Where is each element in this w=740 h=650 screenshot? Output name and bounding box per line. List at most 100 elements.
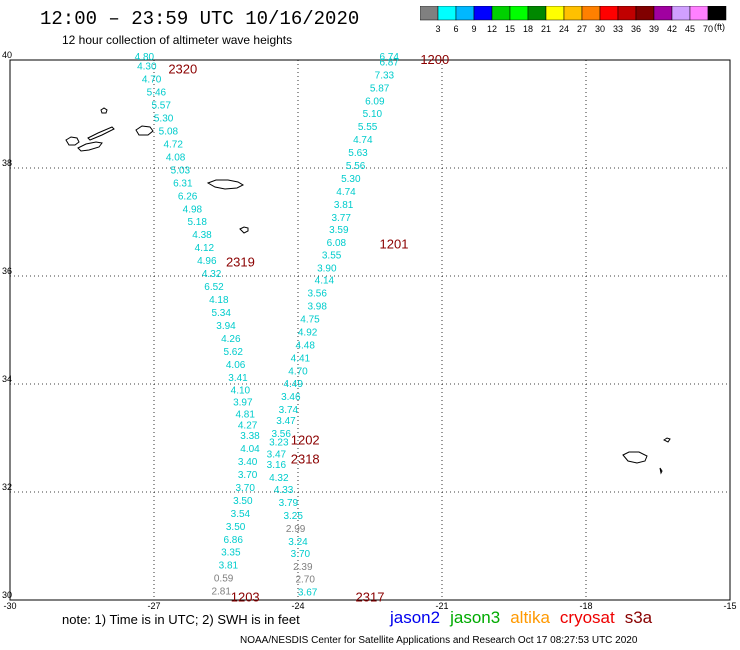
wave-height-value: 4.70: [288, 366, 308, 377]
wave-height-value: 4.12: [195, 243, 215, 254]
wave-height-value: 4.04: [240, 444, 260, 455]
wave-height-value: 3.16: [267, 460, 287, 471]
wave-height-value: 3.47: [267, 449, 287, 460]
legend-label: 12: [487, 24, 497, 34]
lon-tick-label: -15: [723, 601, 736, 610]
lon-tick-label: -21: [435, 601, 448, 610]
wave-height-value: 4.74: [353, 135, 373, 146]
wave-height-value: 3.55: [322, 251, 342, 262]
wave-height-value: 3.67: [298, 588, 318, 599]
legend-label: 33: [613, 24, 623, 34]
legend-label: 45: [685, 24, 695, 34]
wave-height-value: 4.41: [291, 353, 311, 364]
legend-label: 24: [559, 24, 569, 34]
wave-height-value: 4.38: [192, 230, 212, 241]
wave-height-value: 2.70: [295, 575, 315, 586]
island-santa-maria: [239, 226, 249, 234]
legend-label: 70: [703, 24, 713, 34]
wave-height-value: 3.50: [233, 496, 253, 507]
wave-height-value: 4.98: [183, 204, 203, 215]
wave-height-value: 7.33: [375, 70, 395, 81]
wave-height-value: 6.08: [327, 238, 347, 249]
wave-height-value: 3.94: [216, 321, 236, 332]
wave-height-value: 4.32: [269, 473, 289, 484]
wave-height-value: 4.81: [235, 409, 255, 420]
legend-label: 9: [471, 24, 476, 34]
wave-height-value: 4.10: [231, 386, 251, 397]
wave-height-value: 2.99: [286, 524, 306, 535]
wave-height-value: 4.75: [300, 314, 320, 325]
wave-height-value: 5.18: [187, 217, 207, 228]
wave-height-value: 3.41: [228, 373, 248, 384]
time-labels: 2320 1200 1201 2319 1202 2318 1203 2317: [168, 52, 449, 604]
wave-height-value: 3.54: [231, 509, 251, 520]
wave-height-value: 6.74: [379, 52, 399, 63]
lat-tick-label: 38: [2, 158, 12, 168]
wave-height-value: 4.92: [298, 327, 318, 338]
island-sao-jorge: [87, 126, 115, 141]
wave-height-value: 3.98: [307, 301, 327, 312]
legend-label: 42: [667, 24, 677, 34]
lon-tick-label: -24: [291, 601, 304, 610]
lat-tick-label: 32: [2, 482, 12, 492]
wave-height-value: 3.79: [279, 498, 299, 509]
wave-height-value: 3.46: [281, 392, 301, 403]
wave-height-value: 5.55: [358, 122, 378, 133]
wave-height-value: 3.97: [233, 398, 253, 409]
track-west: 4.804.30 4.70 5.46 5.57 5.30 5.084.72 4.08 5.03…: [135, 52, 261, 598]
wave-height-value: 3.70: [235, 483, 255, 494]
wave-height-value: 3.90: [317, 264, 337, 275]
time-label: 2317: [356, 589, 385, 604]
wave-height-value: 5.08: [159, 127, 179, 138]
wave-height-value: 3.74: [279, 405, 299, 416]
legend-label: 36: [631, 24, 641, 34]
wave-height-value: 3.77: [331, 213, 351, 224]
wave-height-value: 4.49: [283, 379, 303, 390]
time-label: 2318: [291, 452, 320, 467]
wave-height-value: 0.59: [214, 574, 234, 585]
wave-height-value: 5.30: [154, 114, 174, 125]
time-label: 1202: [291, 433, 320, 448]
satellite-s3a: s3a: [624, 608, 653, 627]
wave-height-value: 3.50: [226, 522, 246, 533]
altimeter-tracks: 4.804.30 4.70 5.46 5.57 5.30 5.084.72 4.08 5.03…: [135, 52, 400, 599]
wave-height-value: 4.08: [166, 152, 186, 163]
wave-height-value: 3.47: [276, 416, 296, 427]
legend-unit: (ft): [714, 22, 725, 32]
wave-height-value: 5.30: [341, 174, 361, 185]
wave-height-value: 3.38: [240, 431, 260, 442]
wave-height-value: 4.72: [163, 139, 183, 150]
wave-height-value: 4.14: [315, 276, 335, 287]
lon-tick-label: -30: [3, 601, 16, 610]
wave-height-value: 4.96: [197, 256, 217, 267]
wave-height-value: 5.46: [147, 88, 167, 99]
legend-label: 6: [453, 24, 458, 34]
wave-height-value: 4.30: [137, 62, 157, 73]
wave-height-value: 3.81: [219, 561, 239, 572]
lat-tick-label: 34: [2, 374, 12, 384]
lon-tick-label: -27: [147, 601, 160, 610]
wave-height-value: 4.18: [209, 295, 229, 306]
wave-height-value: 4.06: [226, 360, 246, 371]
legend-swatch: [707, 6, 727, 21]
wave-height-value: 5.62: [223, 347, 243, 358]
footer-credit: NOAA/NESDIS Center for Satellite Applica…: [240, 635, 638, 646]
satellite-cryosat: cryosat: [559, 608, 615, 627]
wave-height-value: 4.74: [336, 187, 356, 198]
lat-tick-label: 36: [2, 266, 12, 276]
island-flores: [100, 107, 108, 114]
wave-height-value: 3.70: [238, 470, 258, 481]
satellite-jason2: jason2: [390, 608, 441, 627]
time-label: 2320: [168, 62, 197, 77]
wave-height-value: 4.32: [202, 269, 222, 280]
lat-tick-label: 40: [2, 50, 12, 60]
wave-height-value: 3.59: [329, 225, 349, 236]
wave-height-value: 6.09: [365, 96, 385, 107]
wave-height-value: 4.27: [238, 420, 258, 431]
island-sao-miguel: [206, 179, 245, 190]
legend-label: 21: [541, 24, 551, 34]
legend-label: 3: [435, 24, 440, 34]
wave-height-value: 6.86: [223, 535, 243, 546]
legend-label: 15: [505, 24, 515, 34]
